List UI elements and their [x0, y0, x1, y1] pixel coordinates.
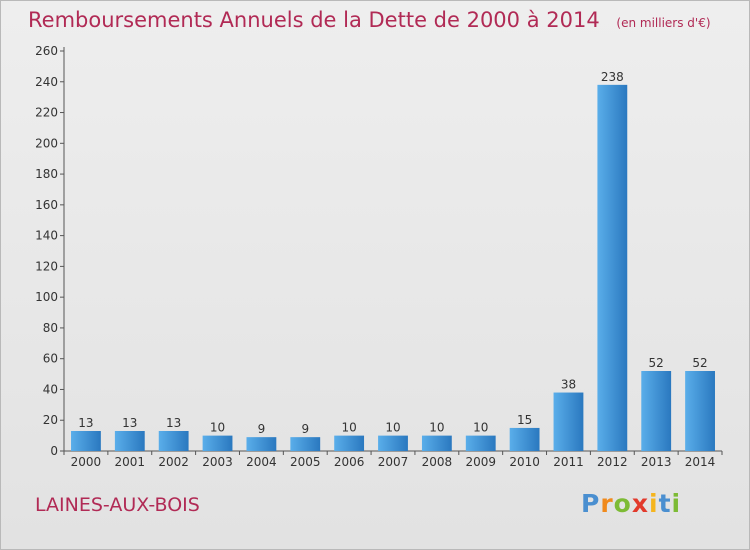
bar [685, 371, 715, 451]
chart-bars [71, 84, 715, 451]
x-tick-label: 2011 [553, 455, 584, 469]
chart-labels: 13 2000 13 2001 13 2002 10 2003 9 2004 9 2005 10 2006… [71, 70, 716, 469]
x-tick-label: 2000 [71, 455, 102, 469]
y-tick-label: 200 [35, 136, 58, 150]
y-tick-label: 160 [35, 198, 58, 212]
bar-value-label: 10 [385, 421, 400, 435]
bar-value-label: 9 [301, 422, 309, 436]
y-tick-label: 120 [35, 259, 58, 273]
bar-value-label: 10 [210, 421, 225, 435]
y-tick-label: 100 [35, 290, 58, 304]
x-tick-label: 2006 [334, 455, 365, 469]
bar-value-label: 9 [258, 422, 266, 436]
x-tick-label: 2010 [509, 455, 540, 469]
bar-value-label: 38 [561, 378, 576, 392]
x-tick-label: 2008 [422, 455, 453, 469]
x-tick-label: 2014 [685, 455, 716, 469]
bar [597, 84, 628, 451]
y-tick-label: 0 [50, 444, 58, 458]
x-tick-label: 2003 [202, 455, 233, 469]
commune-name: LAINES-AUX-BOIS [35, 494, 200, 516]
bar [202, 435, 233, 451]
x-tick-label: 2004 [246, 455, 277, 469]
chart-title: Remboursements Annuels de la Dette de 20… [28, 8, 711, 32]
bar [246, 437, 277, 451]
bar [158, 431, 189, 451]
bar [509, 427, 540, 451]
y-tick-label: 40 [43, 382, 58, 396]
y-tick-label: 80 [43, 321, 58, 335]
bar-value-label: 52 [649, 356, 664, 370]
x-tick-label: 2005 [290, 455, 321, 469]
proxiti-logo: Proxiti [581, 489, 682, 518]
x-tick-label: 2001 [115, 455, 146, 469]
x-tick-label: 2012 [597, 455, 628, 469]
x-tick-label: 2007 [378, 455, 409, 469]
bar [290, 437, 321, 451]
bar-value-label: 15 [517, 413, 532, 427]
y-tick-label: 180 [35, 167, 58, 181]
y-tick-label: 60 [43, 352, 58, 366]
bar [641, 371, 672, 451]
bar [465, 435, 496, 451]
bar-value-label: 10 [429, 421, 444, 435]
bar-value-label: 10 [341, 421, 356, 435]
bar-value-label: 238 [601, 70, 624, 84]
y-tick-label: 140 [35, 229, 58, 243]
bar [421, 435, 452, 451]
y-tick-label: 20 [43, 413, 58, 427]
chart-title-text: Remboursements Annuels de la Dette de 20… [28, 8, 600, 32]
y-tick-label: 240 [35, 75, 58, 89]
y-tick-label: 260 [35, 44, 58, 58]
x-tick-label: 2002 [158, 455, 189, 469]
x-tick-label: 2009 [465, 455, 496, 469]
bar [71, 431, 101, 451]
chart-unit-label: (en milliers d'€) [616, 16, 711, 30]
bar-value-label: 52 [692, 356, 707, 370]
x-tick-label: 2013 [641, 455, 672, 469]
bar [378, 435, 408, 451]
bar-value-label: 13 [78, 416, 93, 430]
bar-value-label: 13 [166, 416, 181, 430]
bar-value-label: 10 [473, 421, 488, 435]
y-tick-label: 220 [35, 106, 58, 120]
bar [553, 392, 584, 451]
bar [334, 435, 365, 451]
bar [114, 431, 145, 451]
bar-value-label: 13 [122, 416, 137, 430]
